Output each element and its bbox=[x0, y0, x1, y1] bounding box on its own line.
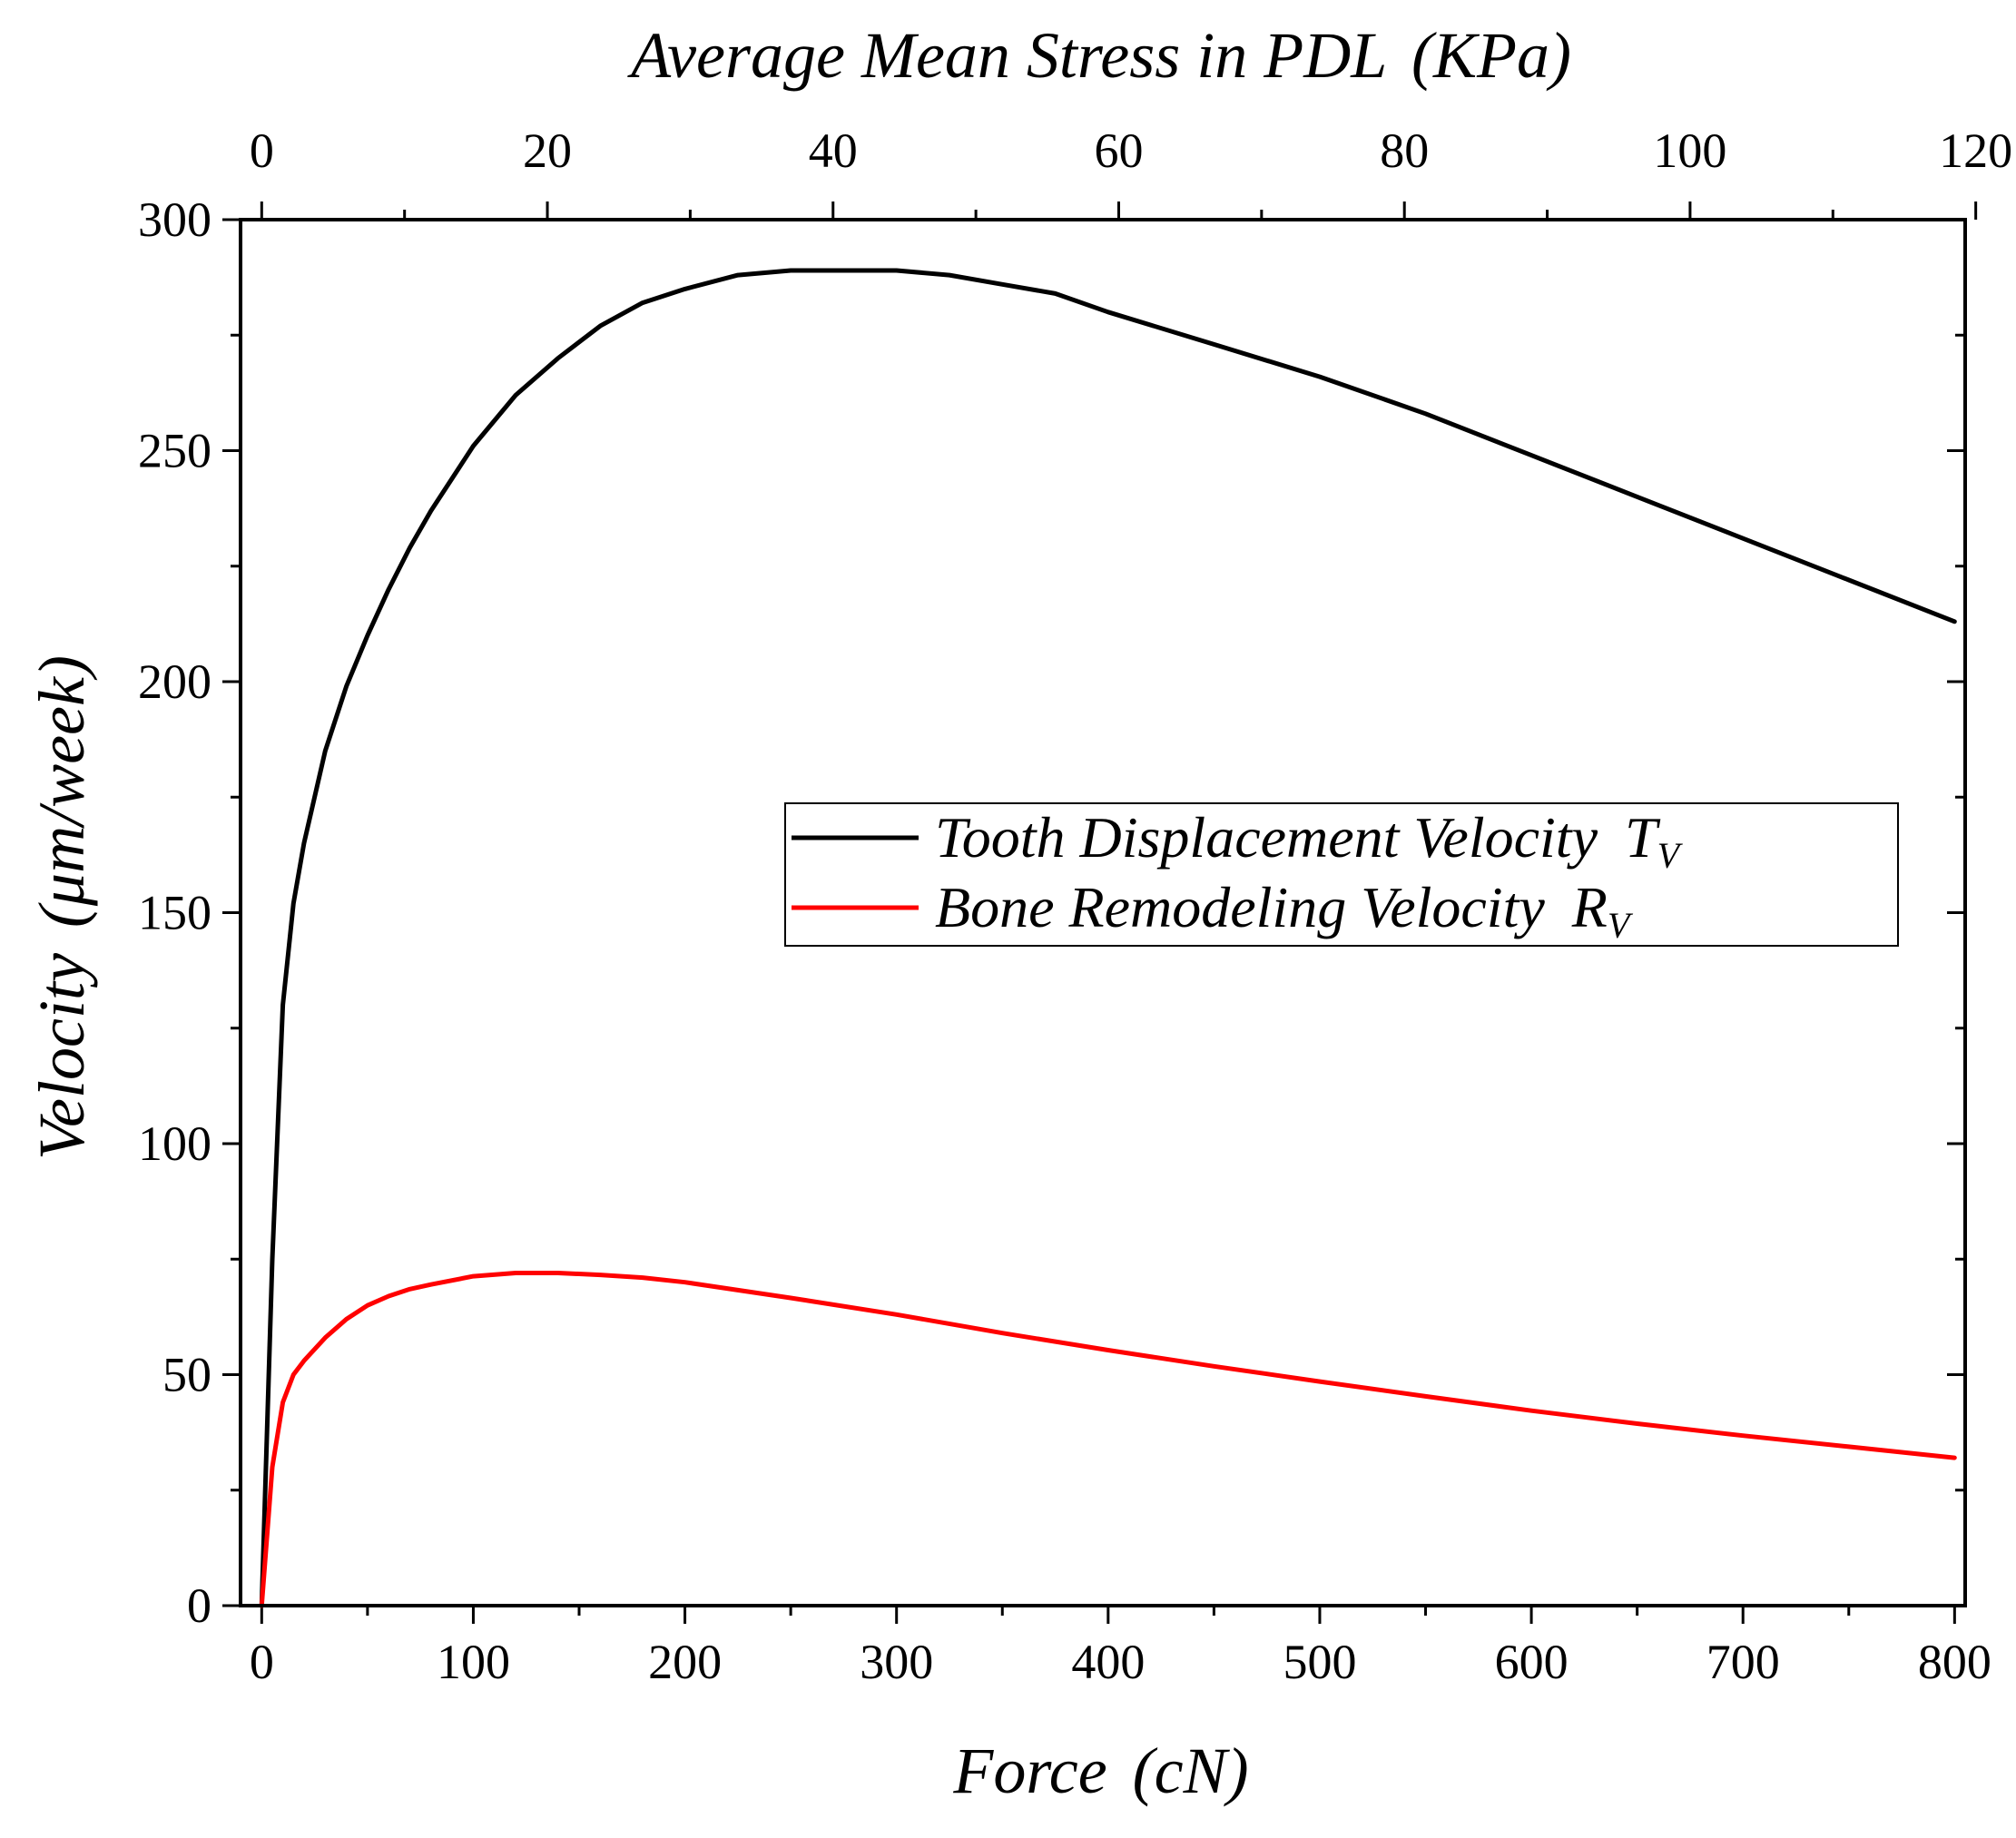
y-tick-label-250: 250 bbox=[138, 424, 211, 478]
top-axis-title: Average Mean Stress in PDL (KPa) bbox=[627, 19, 1571, 92]
y-tick-label-0: 0 bbox=[187, 1578, 211, 1633]
top-x-tick-label-60: 60 bbox=[1094, 123, 1143, 178]
legend-label-tooth-name: Tooth Displacement Velocity bbox=[935, 805, 1598, 870]
top-x-tick-label-0: 0 bbox=[250, 123, 274, 178]
x-tick-label-600: 600 bbox=[1495, 1635, 1569, 1689]
series-line-0 bbox=[259, 268, 1957, 1608]
x-tick-label-100: 100 bbox=[437, 1635, 510, 1689]
top-x-tick-label-120: 120 bbox=[1939, 123, 2012, 178]
legend-label-bone-name: Bone Remodeling Velocity bbox=[935, 875, 1545, 939]
top-x-tick-label-80: 80 bbox=[1380, 123, 1429, 178]
x-tick-label-700: 700 bbox=[1706, 1635, 1780, 1689]
x-tick-label-400: 400 bbox=[1071, 1635, 1145, 1689]
series-line-1 bbox=[259, 1271, 1957, 1608]
legend-label-tooth: Tooth Displacement Velocity TV bbox=[935, 805, 1684, 876]
legend-label-bone: Bone Remodeling Velocity RV bbox=[935, 875, 1634, 946]
y-tick-label-300: 300 bbox=[138, 192, 211, 247]
top-x-tick-label-40: 40 bbox=[809, 123, 858, 178]
x-tick-label-0: 0 bbox=[250, 1635, 274, 1689]
x-tick-label-800: 800 bbox=[1918, 1635, 1991, 1689]
ticks-layer: 0 100 200 300 400 500 600 700 800050100150200250… bbox=[138, 123, 2012, 1689]
legend: Tooth Displacement Velocity TV Bone Remo… bbox=[784, 802, 1899, 947]
top-axis-title-text: Average Mean Stress in PDL bbox=[627, 19, 1386, 92]
top-x-tick-label-20: 20 bbox=[523, 123, 572, 178]
y-tick-label-50: 50 bbox=[162, 1348, 211, 1402]
y-axis-title-text: Velocity bbox=[25, 953, 98, 1160]
top-axis-title-unit: (KPa) bbox=[1411, 19, 1571, 92]
x-axis-title: Force (cN) bbox=[952, 1735, 1248, 1807]
x-tick-label-500: 500 bbox=[1283, 1635, 1356, 1689]
plot-frame bbox=[239, 218, 1967, 1607]
legend-label-tooth-sym: T bbox=[1625, 805, 1661, 870]
y-tick-label-200: 200 bbox=[138, 654, 211, 709]
legend-box bbox=[784, 802, 1899, 947]
y-axis-title: Velocity (μm/week) bbox=[25, 655, 98, 1160]
x-tick-label-200: 200 bbox=[648, 1635, 722, 1689]
y-tick-label-150: 150 bbox=[138, 886, 211, 940]
x-tick-label-300: 300 bbox=[860, 1635, 933, 1689]
x-axis-title-unit: (cN) bbox=[1133, 1735, 1249, 1807]
series-layer bbox=[259, 268, 1957, 1608]
legend-label-tooth-sub: V bbox=[1657, 835, 1684, 876]
x-axis-title-text: Force bbox=[952, 1735, 1106, 1807]
y-axis-title-unit: (μm/week) bbox=[25, 655, 98, 928]
legend-label-bone-sym: R bbox=[1571, 875, 1608, 939]
top-x-tick-label-100: 100 bbox=[1653, 123, 1726, 178]
y-tick-label-100: 100 bbox=[138, 1116, 211, 1171]
legend-label-bone-sub: V bbox=[1608, 905, 1634, 946]
